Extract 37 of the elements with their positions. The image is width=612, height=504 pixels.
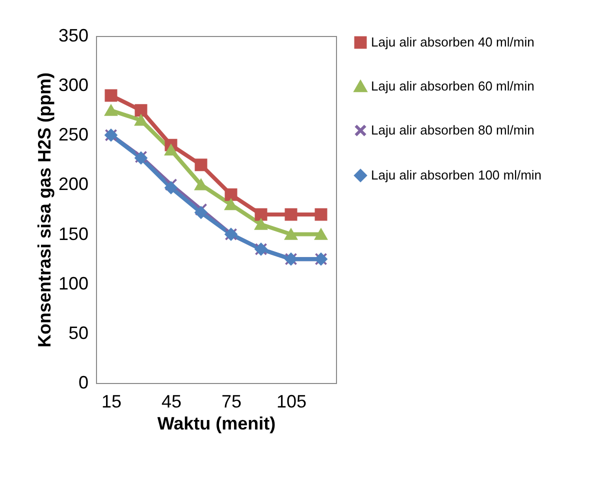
point [164, 178, 178, 191]
point [254, 208, 268, 221]
point [194, 158, 208, 172]
point [104, 89, 118, 102]
legend-label: Laju alir absorben 80 ml/min [371, 122, 534, 138]
x-tick-label: 15 [101, 392, 122, 412]
x-tick-label: 45 [161, 392, 182, 412]
point [314, 228, 328, 240]
point [314, 208, 328, 221]
point [284, 228, 298, 240]
point [134, 114, 148, 126]
legend-label: Laju alir absorben 100 ml/min [371, 168, 542, 182]
legend-label: Laju alir absorben 40 ml/min [371, 34, 534, 50]
point [164, 181, 178, 194]
y-tick-label: 350 [58, 26, 88, 46]
point [284, 208, 298, 221]
y-tick-label: 300 [58, 75, 88, 96]
point [224, 188, 238, 201]
point [254, 218, 268, 230]
y-tick-label: 0 [78, 372, 88, 392]
point [104, 104, 118, 116]
y-tick-label: 250 [58, 124, 88, 145]
point [164, 144, 178, 156]
y-tick-label: 100 [58, 273, 88, 294]
x-axis-title: Waktu (menit) [157, 414, 276, 434]
x-tick-label: 105 [276, 392, 307, 412]
y-tick-label: 200 [58, 174, 88, 194]
y-tick-label: 50 [68, 322, 88, 343]
point [134, 104, 148, 117]
y-tick-label: 150 [58, 224, 88, 244]
y-axis-title: Konsentrasi sisa gas H2S (ppm) [34, 72, 54, 348]
legend-label: Laju alir absorben 60 ml/min [371, 78, 534, 94]
x-tick-label: 75 [221, 392, 242, 412]
point [224, 199, 238, 210]
point [194, 179, 208, 190]
point [194, 203, 208, 216]
point [194, 206, 208, 219]
